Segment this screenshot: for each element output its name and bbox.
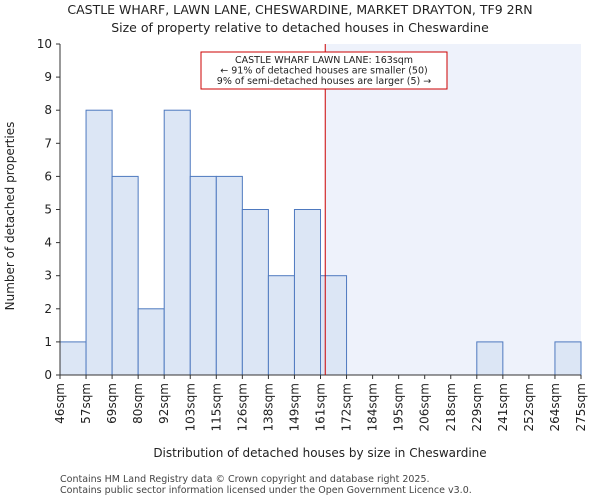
x-tick-label: 69sqm xyxy=(105,383,119,424)
y-tick-label: 5 xyxy=(44,203,52,217)
y-tick-label: 1 xyxy=(44,335,52,349)
y-tick-label: 6 xyxy=(44,169,52,183)
histogram-bar xyxy=(59,341,87,376)
histogram-bar xyxy=(215,175,243,376)
histogram-bar xyxy=(293,209,322,376)
annotation-title: CASTLE WHARF LAWN LANE: 163sqm xyxy=(235,55,413,66)
annotation-box xyxy=(200,51,448,90)
footer-copyright: Contains HM Land Registry data © Crown c… xyxy=(60,474,430,485)
x-tick-label: 195sqm xyxy=(392,383,406,431)
x-axis-label: Distribution of detached houses by size … xyxy=(153,446,486,460)
x-tick-label: 57sqm xyxy=(79,383,93,424)
y-tick-label: 3 xyxy=(44,269,52,283)
x-tick-label: 252sqm xyxy=(522,383,536,431)
x-tick-label: 126sqm xyxy=(235,383,249,431)
x-tick-label: 275sqm xyxy=(574,383,588,431)
x-tick-label: 161sqm xyxy=(314,383,328,431)
y-tick-label: 0 xyxy=(44,368,52,382)
x-tick-label: 184sqm xyxy=(366,383,380,431)
histogram-bar xyxy=(137,308,165,376)
x-tick-label: 92sqm xyxy=(157,383,171,424)
footer-licence: Contains public sector information licen… xyxy=(60,485,472,496)
histogram-bar xyxy=(241,209,269,376)
annotation-larger: 9% of semi-detached houses are larger (5… xyxy=(217,76,431,87)
x-tick-label: 103sqm xyxy=(183,383,197,431)
y-axis-label: Number of detached properties xyxy=(3,122,17,311)
histogram-bar xyxy=(189,175,217,376)
histogram-bar xyxy=(85,109,113,376)
y-tick-label: 2 xyxy=(44,302,52,316)
y-tick-label: 7 xyxy=(44,136,52,150)
x-tick-label: 115sqm xyxy=(209,383,223,431)
larger-region-shade xyxy=(325,44,581,375)
x-tick-label: 172sqm xyxy=(340,383,354,431)
x-tick-label: 138sqm xyxy=(261,383,275,431)
y-tick-label: 8 xyxy=(44,103,52,117)
x-tick-label: 229sqm xyxy=(470,383,484,431)
histogram-bar xyxy=(476,341,504,376)
histogram-bar xyxy=(163,109,191,376)
annotation-smaller: ← 91% of detached houses are smaller (50… xyxy=(220,66,427,77)
histogram-bar xyxy=(554,341,582,376)
x-tick-label: 46sqm xyxy=(53,383,67,424)
histogram-bar xyxy=(320,275,348,376)
chart-title: CASTLE WHARF, LAWN LANE, CHESWARDINE, MA… xyxy=(67,2,533,17)
x-tick-label: 206sqm xyxy=(418,383,432,431)
x-tick-label: 149sqm xyxy=(287,383,301,431)
y-tick-label: 4 xyxy=(44,236,52,250)
x-tick-label: 241sqm xyxy=(496,383,510,431)
y-tick-label: 9 xyxy=(44,70,52,84)
histogram-bar xyxy=(267,275,295,376)
histogram-bar xyxy=(111,175,139,376)
y-tick-label: 10 xyxy=(37,37,52,51)
chart-subtitle: Size of property relative to detached ho… xyxy=(111,20,489,35)
x-tick-label: 264sqm xyxy=(548,383,562,431)
x-tick-label: 218sqm xyxy=(444,383,458,431)
x-tick-label: 80sqm xyxy=(131,383,145,424)
